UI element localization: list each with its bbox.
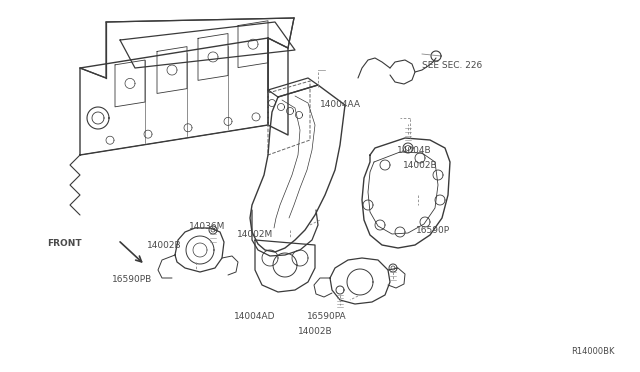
Text: 16590P: 16590P [416,226,450,235]
Text: FRONT: FRONT [47,239,81,248]
Text: 16590PA: 16590PA [307,312,347,321]
Text: 14004B: 14004B [397,146,431,155]
Text: 14004AA: 14004AA [320,100,361,109]
Text: 14036M: 14036M [189,222,225,231]
Text: 14002B: 14002B [147,241,182,250]
Text: 14004AD: 14004AD [234,312,275,321]
Text: SEE SEC. 226: SEE SEC. 226 [422,61,483,70]
Text: 16590PB: 16590PB [112,275,152,284]
Text: R14000BK: R14000BK [571,347,614,356]
Text: 14002B: 14002B [403,161,438,170]
Text: 14002M: 14002M [237,230,273,239]
Text: 14002B: 14002B [298,327,332,336]
